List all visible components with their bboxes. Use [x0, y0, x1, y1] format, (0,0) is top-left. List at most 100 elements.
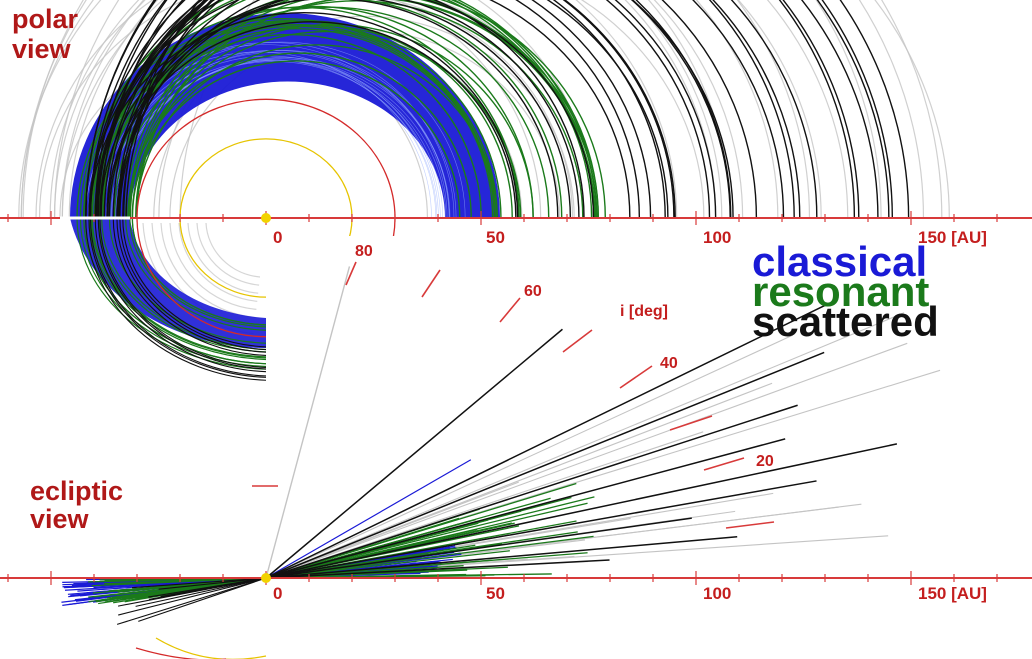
scattered-orbit-line	[265, 559, 610, 579]
resonant-orbit-arc	[136, 0, 598, 219]
scattered-orbit-arc	[94, 0, 890, 219]
resonant-orbit-arc	[102, 0, 563, 219]
inclination-mark	[669, 415, 713, 431]
other-orbit-arc	[20, 0, 882, 219]
resonant-orbit-lower	[108, 217, 267, 344]
inclination-mark	[619, 365, 653, 389]
ecliptic-axis-tick-150: 150 [AU]	[918, 584, 987, 603]
scattered-orbit-lower	[119, 217, 267, 351]
scattered-orbit-arc	[97, 0, 795, 219]
scattered-orbit-lower	[88, 217, 267, 378]
resonant-orbit-line	[265, 482, 577, 579]
resonant-orbit-lower	[131, 217, 267, 326]
scattered-orbit-lower	[122, 217, 267, 348]
resonant-orbit-lower	[76, 217, 267, 370]
resonant-orbit-arc	[129, 0, 584, 219]
polar-axis-tick-0: 0	[273, 228, 282, 247]
resonant-orbit-lower	[90, 217, 267, 359]
scattered-orbit-line	[265, 328, 563, 579]
scattered-orbit-arc	[89, 0, 856, 219]
resonant-orbit-lower	[129, 217, 267, 328]
scattered-orbit-arc	[106, 0, 731, 219]
scattered-orbit-line	[265, 517, 692, 579]
axes	[0, 211, 1032, 585]
other-orbit-arc	[38, 0, 542, 219]
inclination-mark	[562, 329, 593, 353]
inclination-scale	[252, 261, 775, 529]
ecliptic-axis-tick-0: 0	[273, 584, 282, 603]
polar-axis-tick-100: 100	[703, 228, 731, 247]
legend-resonant: resonant	[752, 268, 929, 315]
other-orbit-line	[265, 342, 908, 579]
scattered-orbit-line	[158, 577, 267, 590]
resonant-orbit-lower	[125, 217, 267, 331]
inclination-title: i [deg]	[620, 303, 668, 320]
inclination-mark	[703, 457, 745, 471]
polar-axis-tick-50: 50	[486, 228, 505, 247]
scattered-orbit-line	[131, 577, 267, 589]
scattered-orbit-arc	[88, 0, 585, 219]
other-orbit-line	[265, 312, 905, 579]
other-orbit-line	[265, 334, 794, 579]
ecliptic-view-label-line1: ecliptic	[30, 476, 123, 506]
resonant-orbit-arc	[127, 52, 472, 219]
other-orbit-lower	[178, 222, 258, 302]
scattered-orbit-line	[265, 351, 825, 579]
other-orbit-arc	[61, 0, 678, 219]
scattered-orbit-line	[138, 577, 267, 622]
other-orbit-lower	[187, 222, 259, 294]
other-orbit-line	[265, 382, 773, 579]
other-orbit-line	[265, 266, 351, 579]
scattered-orbit-arc	[125, 0, 818, 219]
scattered-orbit-lower	[85, 217, 267, 381]
scattered-orbit-arc	[89, 0, 666, 219]
scattered-orbit-arc	[100, 0, 860, 219]
scattered-orbit-lower	[89, 217, 267, 377]
scattered-orbit-line	[265, 404, 798, 579]
other-orbit-lower	[196, 222, 260, 286]
ecliptic-axis-tick-100: 100	[703, 584, 731, 603]
resonant-orbit-line	[95, 577, 267, 603]
scattered-orbit-arc	[85, 0, 910, 219]
scattered-orbit-line	[265, 443, 898, 579]
inclination-mark	[725, 521, 775, 529]
resonant-orbit-lower	[83, 217, 267, 365]
resonant-orbit-arc	[131, 60, 461, 219]
scattered-orbit-line	[118, 577, 267, 616]
polar-view-label-line2: view	[12, 34, 72, 64]
inclination-tick-80: 80	[355, 243, 373, 260]
other-orbit-arc	[49, 0, 723, 219]
scattered-orbit-arc	[89, 0, 732, 219]
scattered-orbit-arc	[112, 0, 758, 219]
other-orbit-lower	[205, 222, 261, 278]
other-orbit-arc	[22, 0, 943, 219]
ecliptic-axis-tick-50: 50	[486, 584, 505, 603]
other-orbit-arc	[35, 0, 596, 219]
inclination-mark	[499, 297, 521, 323]
resonant-orbit-arc	[129, 23, 534, 219]
uranus-orbit-edge	[155, 637, 267, 659]
scattered-orbit-line	[116, 577, 267, 625]
scattered-orbit-line	[265, 304, 827, 579]
scattered-orbit-line	[265, 438, 786, 579]
scattered-orbit-lower	[94, 217, 267, 373]
scattered-orbit-lower	[116, 217, 267, 353]
resonant-orbit-arc	[93, 24, 498, 219]
scattered-orbit-arc	[106, 0, 580, 219]
scattered-orbit-arc	[117, 0, 669, 219]
scattered-orbit-arc	[99, 0, 559, 219]
inclination-tick-40: 40	[660, 355, 678, 372]
legend-classical: classical	[752, 238, 927, 285]
scattered-orbit-line	[135, 577, 267, 607]
scattered-orbit-arc	[103, 0, 711, 219]
classical-orbit-arc	[105, 59, 437, 219]
inclination-mark	[345, 261, 357, 286]
scattered-orbit-arc	[85, 0, 894, 219]
neptune-orbit-edge	[135, 647, 226, 659]
scattered-orbit-arc	[95, 0, 652, 219]
other-orbit-lower	[169, 222, 257, 310]
scattered-orbit-arc	[96, 0, 641, 219]
ecliptic-view-label-line2: view	[30, 504, 90, 534]
other-orbit-arc	[53, 0, 925, 219]
resonant-orbit-lower	[101, 217, 267, 351]
